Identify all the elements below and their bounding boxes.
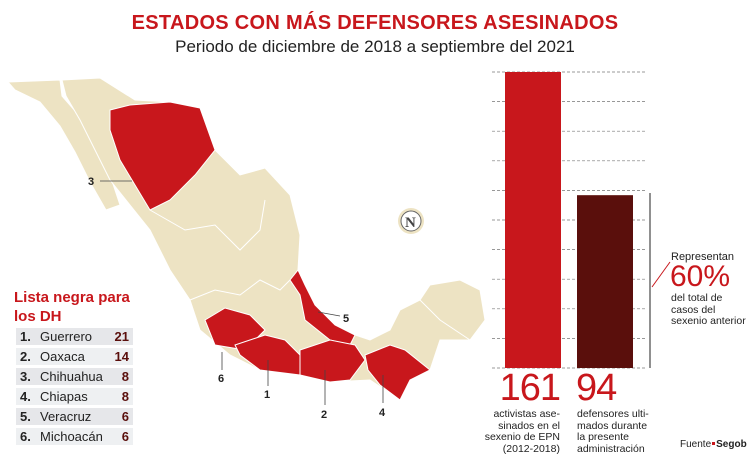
bar-1 [505, 72, 561, 368]
state-veracruz[interactable] [289, 269, 356, 346]
state-borders [419, 299, 471, 341]
bar-value-label-1: 161 [499, 367, 561, 409]
annotation-value: 60% [670, 260, 731, 293]
annotation-pointer [651, 261, 671, 288]
list-item: 3. Chihuahua 8 [16, 368, 133, 385]
north-logo-icon: N [398, 208, 424, 234]
leader-line [317, 311, 341, 317]
map-label-3: 3 [88, 176, 94, 188]
state-chiapas[interactable] [364, 344, 431, 401]
map-label-4: 4 [379, 407, 386, 419]
state-oaxaca[interactable] [299, 339, 366, 383]
bar-value-label-2: 94 [576, 367, 617, 409]
list-item: 5. Veracruz 6 [16, 408, 133, 425]
state-list: 1. Guerrero 21 2. Oaxaca 14 3. Chihuahua 8 4. C… [16, 328, 133, 448]
state-chihuahua[interactable] [109, 101, 216, 211]
svg-text:N: N [405, 215, 416, 231]
list-item: 4. Chiapas 8 [16, 388, 133, 405]
map-label-6: 6 [218, 373, 224, 385]
annotation-pre: Representan [671, 251, 734, 263]
bar-2 [577, 195, 633, 368]
bar-caption-2: defensores ulti-mados durante la presente… [577, 408, 649, 455]
map-label-2: 2 [321, 409, 327, 421]
state-borders [149, 199, 266, 251]
bars [505, 72, 633, 368]
map-label-5: 5 [343, 313, 349, 325]
source: Fuente Segob [680, 439, 747, 450]
page-title: ESTADOS CON MÁS DEFENSORES ASESINADOS [131, 12, 619, 34]
list-item: 2. Oaxaca 14 [16, 348, 133, 365]
state-borders [189, 279, 291, 301]
map-label-1: 1 [264, 389, 270, 401]
list-item: 1. Guerrero 21 [16, 328, 133, 345]
baja-california [6, 79, 121, 211]
annotation-post: del total de casos del sexenio anterior [671, 292, 746, 327]
bar-caption-1: activistas ase-sinados en el sexenio de E… [484, 408, 560, 455]
mexico-map: 3 5 6 1 2 4 N [6, 77, 486, 421]
list-title: Lista negra para los DH [14, 289, 130, 325]
page-subtitle: Periodo de diciembre de 2018 a septiembr… [175, 37, 575, 56]
list-item: 6. Michoacán 6 [16, 428, 133, 445]
